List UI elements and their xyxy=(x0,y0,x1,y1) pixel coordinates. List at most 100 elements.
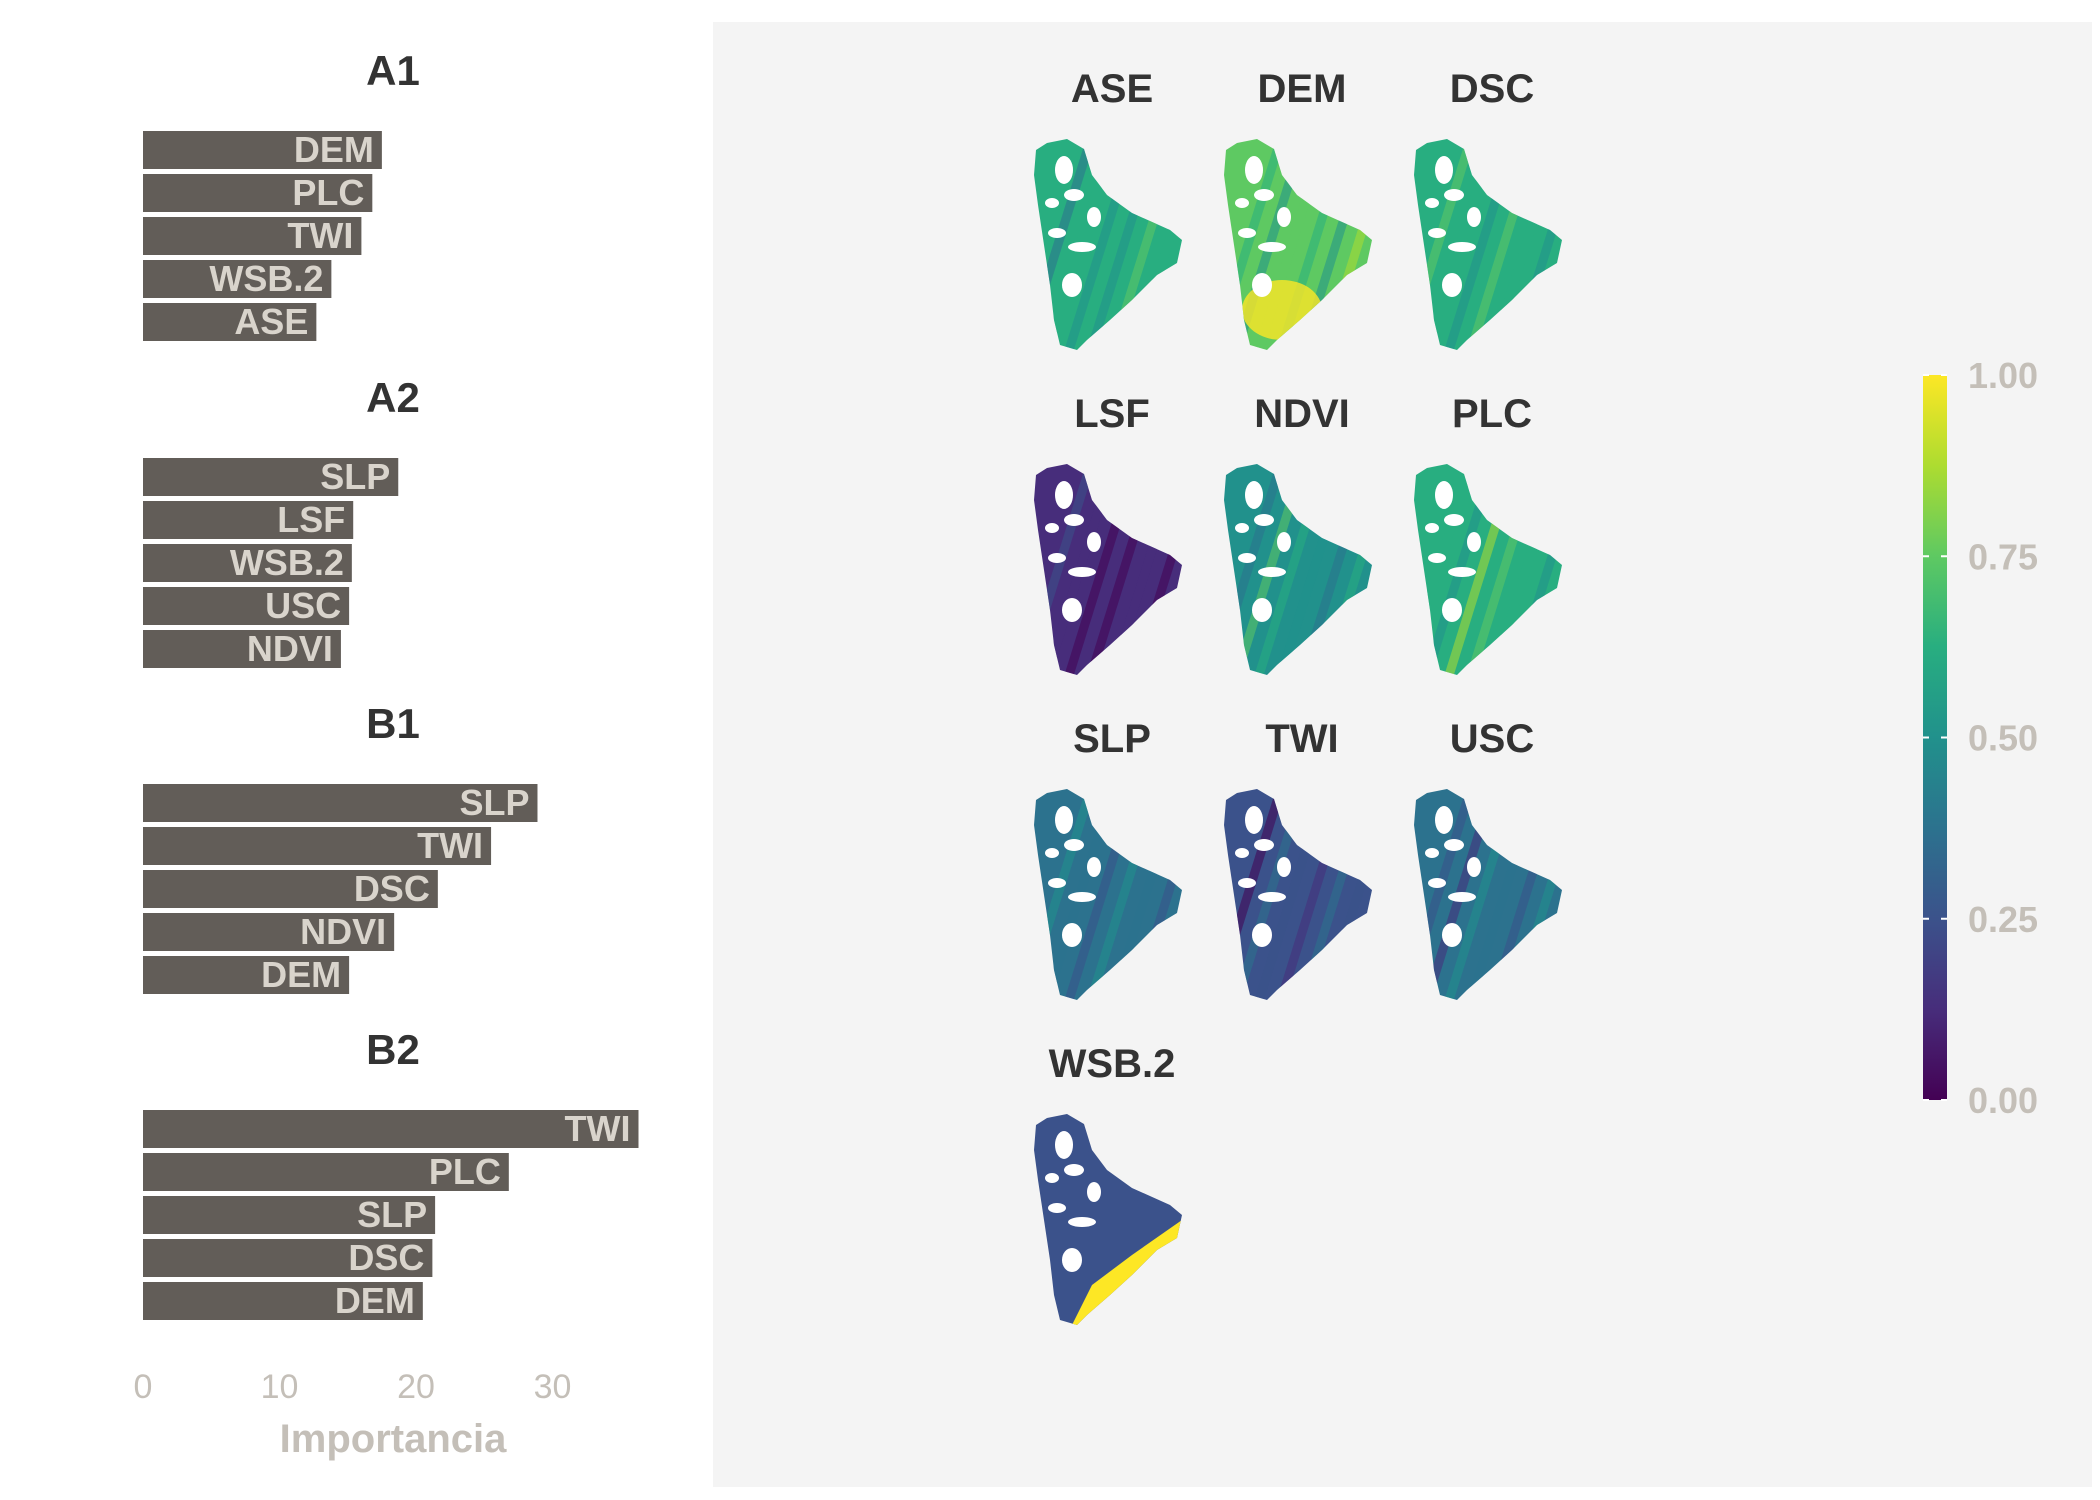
map-hole xyxy=(1087,207,1101,227)
map-texture xyxy=(1414,139,1477,350)
bar-wsb-2 xyxy=(143,260,332,298)
map-hole xyxy=(1467,857,1481,877)
bar-label: DSC xyxy=(354,868,430,909)
colorbar-ticks: 0.00 0.25 0.50 0.75 1.00 xyxy=(1923,355,2038,1121)
map-wsb-2: WSB.2 xyxy=(1034,1042,1182,1325)
map-hole xyxy=(1068,1217,1096,1227)
map-texture xyxy=(1034,464,1097,675)
map-hole xyxy=(1062,923,1082,947)
map-hole xyxy=(1277,532,1291,552)
facet-title: B1 xyxy=(366,700,420,747)
map-hole xyxy=(1062,1248,1082,1272)
map-hole xyxy=(1062,273,1082,297)
map-hole xyxy=(1258,892,1286,902)
map-raster xyxy=(1034,1114,1182,1325)
map-hole xyxy=(1062,598,1082,622)
bar-label: USC xyxy=(265,585,341,626)
map-hole xyxy=(1435,481,1453,509)
map-title: PLC xyxy=(1452,392,1532,436)
bar-label: TWI xyxy=(417,825,483,866)
map-raster xyxy=(1224,464,1372,675)
bar-label: SLP xyxy=(320,456,390,497)
map-ndvi: NDVI xyxy=(1224,392,1372,675)
bar-label: DEM xyxy=(294,129,374,170)
map-raster xyxy=(1034,789,1182,1000)
map-hole xyxy=(1425,848,1439,858)
bar-ndvi xyxy=(143,630,341,668)
colorbar-tick-label: 0.75 xyxy=(1968,536,2038,577)
map-texture xyxy=(1414,464,1477,675)
map-texture xyxy=(1224,139,1287,350)
bar-slp xyxy=(143,458,399,496)
map-hole xyxy=(1448,892,1476,902)
map-hole xyxy=(1055,156,1073,184)
map-hole xyxy=(1245,806,1263,834)
map-hole xyxy=(1444,839,1464,851)
colorbar-tick-label: 0.25 xyxy=(1968,899,2038,940)
map-hole xyxy=(1048,553,1066,563)
map-hole xyxy=(1444,189,1464,201)
map-hole xyxy=(1055,806,1073,834)
bar-twi xyxy=(143,217,362,255)
map-raster xyxy=(1034,139,1182,350)
bar-label: TWI xyxy=(565,1108,631,1149)
map-texture xyxy=(1034,789,1097,1000)
map-hole xyxy=(1448,242,1476,252)
map-hole xyxy=(1428,228,1446,238)
map-hole xyxy=(1252,923,1272,947)
map-hole xyxy=(1467,532,1481,552)
map-hole xyxy=(1087,532,1101,552)
bar-slp xyxy=(143,784,538,822)
map-usc: USC xyxy=(1414,717,1562,1000)
map-raster xyxy=(1414,464,1562,675)
map-hole xyxy=(1425,523,1439,533)
map-panel-background xyxy=(713,22,2092,1487)
x-tick-label: 20 xyxy=(397,1368,435,1406)
map-hole xyxy=(1467,207,1481,227)
bar-label: LSF xyxy=(277,499,345,540)
bar-dem xyxy=(143,131,382,169)
bar-label: DEM xyxy=(335,1280,415,1321)
map-hole xyxy=(1238,553,1256,563)
map-texture xyxy=(1224,789,1287,1000)
bar-slp xyxy=(143,1196,436,1234)
map-hole xyxy=(1245,156,1263,184)
map-title: WSB.2 xyxy=(1049,1042,1176,1086)
map-hole xyxy=(1238,878,1256,888)
facet-title: A2 xyxy=(366,374,420,421)
map-hole xyxy=(1064,1164,1084,1176)
map-hole xyxy=(1252,598,1272,622)
bar-dem xyxy=(143,1282,423,1320)
map-hole xyxy=(1087,1182,1101,1202)
map-grid: ASE DEM DSC LSF NDVI PLC SLP TWI USC WSB.2 xyxy=(1034,67,1562,1325)
bar-twi xyxy=(143,827,492,865)
bar-label: SLP xyxy=(357,1194,427,1235)
map-hole xyxy=(1087,857,1101,877)
bar-label: TWI xyxy=(287,215,353,256)
map-texture xyxy=(1224,464,1287,675)
map-hole xyxy=(1045,198,1059,208)
map-plc: PLC xyxy=(1414,392,1562,675)
map-hole xyxy=(1048,1203,1066,1213)
bar-label: NDVI xyxy=(300,911,386,952)
map-hole xyxy=(1064,189,1084,201)
map-hole xyxy=(1045,523,1059,533)
facet-title: A1 xyxy=(366,47,420,94)
map-hole xyxy=(1444,514,1464,526)
map-hole xyxy=(1235,848,1249,858)
bar-dsc xyxy=(143,1239,433,1277)
map-hole xyxy=(1442,923,1462,947)
map-hole xyxy=(1428,878,1446,888)
x-tick-label: 30 xyxy=(534,1368,572,1406)
map-title: ASE xyxy=(1071,67,1153,111)
bar-dsc xyxy=(143,870,438,908)
map-hole xyxy=(1045,848,1059,858)
bar-label: WSB.2 xyxy=(230,542,344,583)
bar-label: PLC xyxy=(292,172,364,213)
map-hole xyxy=(1254,189,1274,201)
bar-label: DEM xyxy=(261,954,341,995)
bar-plc xyxy=(143,1153,509,1191)
